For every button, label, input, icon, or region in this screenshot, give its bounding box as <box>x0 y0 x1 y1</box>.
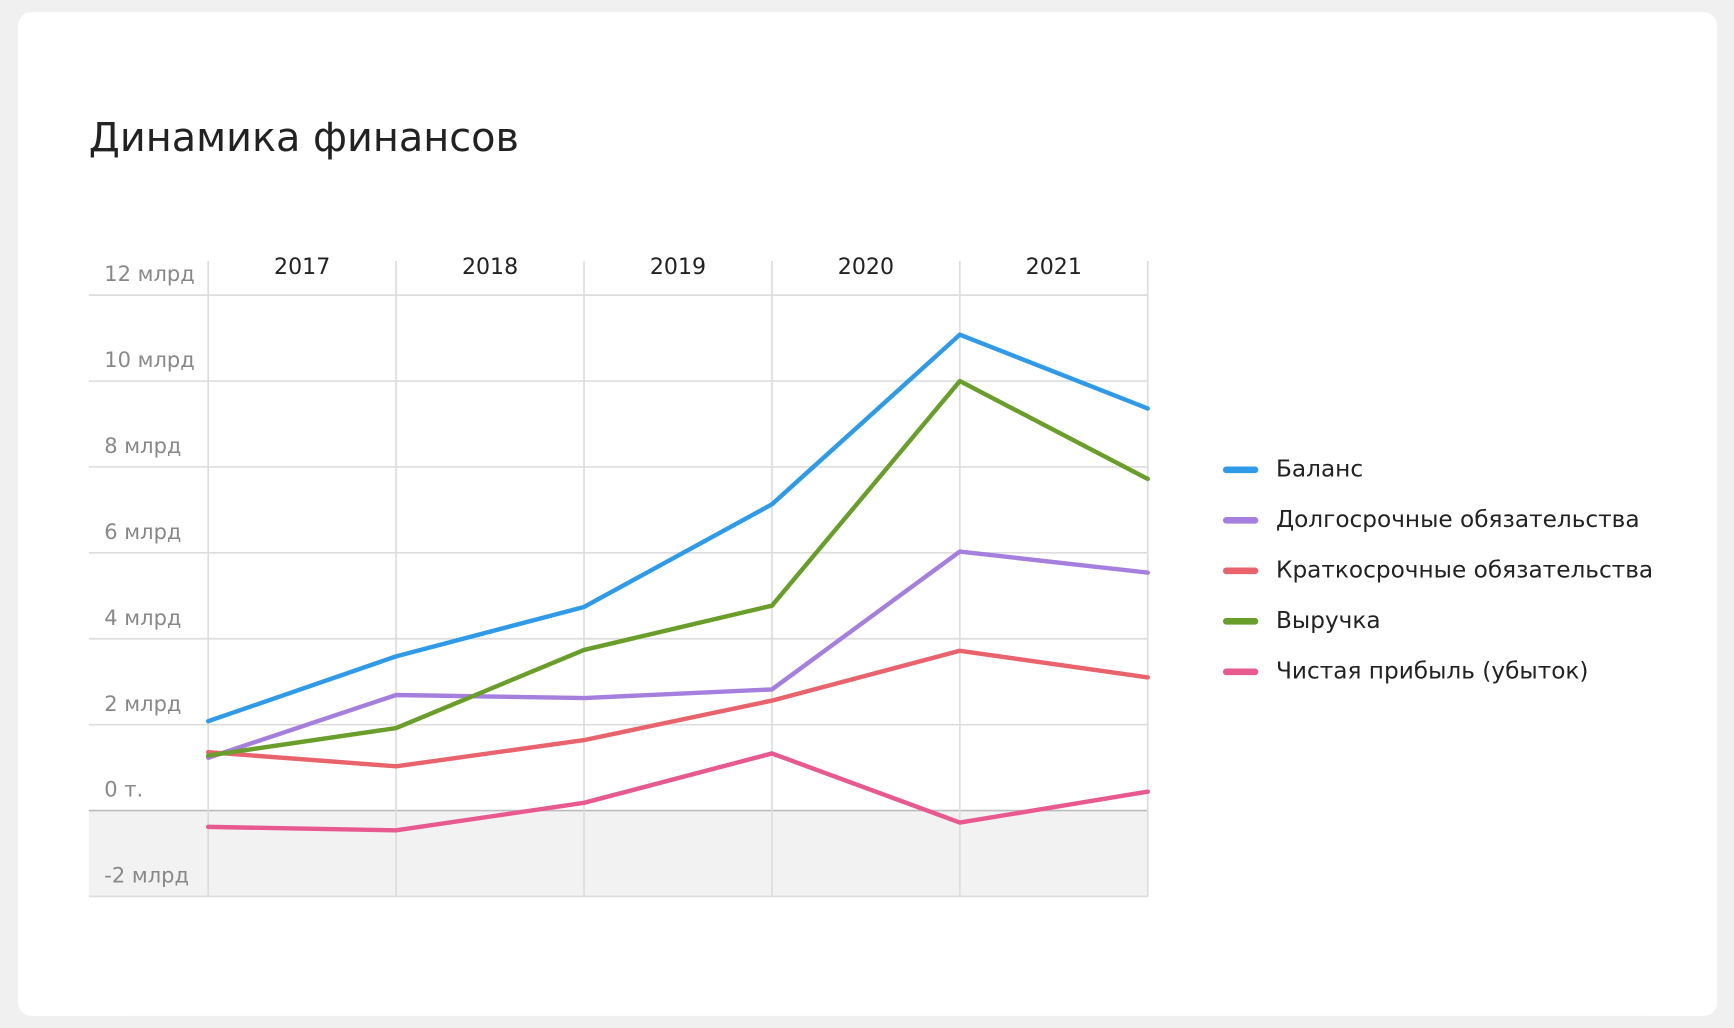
series-line <box>205 648 1150 769</box>
legend-label: Выручка <box>1276 607 1381 634</box>
series-line <box>205 378 1150 758</box>
legend-label: Долгосрочные обязательства <box>1276 506 1640 533</box>
card <box>18 12 1718 1016</box>
x-tick-label: 2018 <box>462 254 518 280</box>
y-tick-label: 12 млрд <box>104 262 195 286</box>
x-tick-label: 2019 <box>650 254 706 280</box>
y-tick-label: 10 млрд <box>104 348 195 372</box>
legend-label: Баланс <box>1276 455 1363 482</box>
series-line <box>205 751 1150 833</box>
legend-label: Чистая прибыль (убыток) <box>1276 657 1589 684</box>
y-tick-label: -2 млрд <box>104 864 189 888</box>
x-tick-label: 2017 <box>274 254 330 280</box>
y-tick-label: 2 млрд <box>104 692 181 716</box>
x-tick-label: 2021 <box>1026 254 1082 280</box>
y-tick-label: 6 млрд <box>104 520 181 544</box>
legend-label: Краткосрочные обязательства <box>1276 556 1653 583</box>
negative-area <box>88 810 1148 897</box>
chart-title: Динамика финансов <box>89 115 519 161</box>
plot: -2 млрд 0 т. 2 млрд 4 млрд 6 млрд 8 млрд 10 мл… <box>88 254 1653 898</box>
x-tick-label: 2020 <box>838 254 894 280</box>
y-tick-label: 4 млрд <box>104 606 181 630</box>
y-tick-label: 0 т. <box>104 778 143 802</box>
series-line <box>205 549 1150 760</box>
series-line <box>205 332 1150 724</box>
y-tick-label: 8 млрд <box>104 434 181 458</box>
